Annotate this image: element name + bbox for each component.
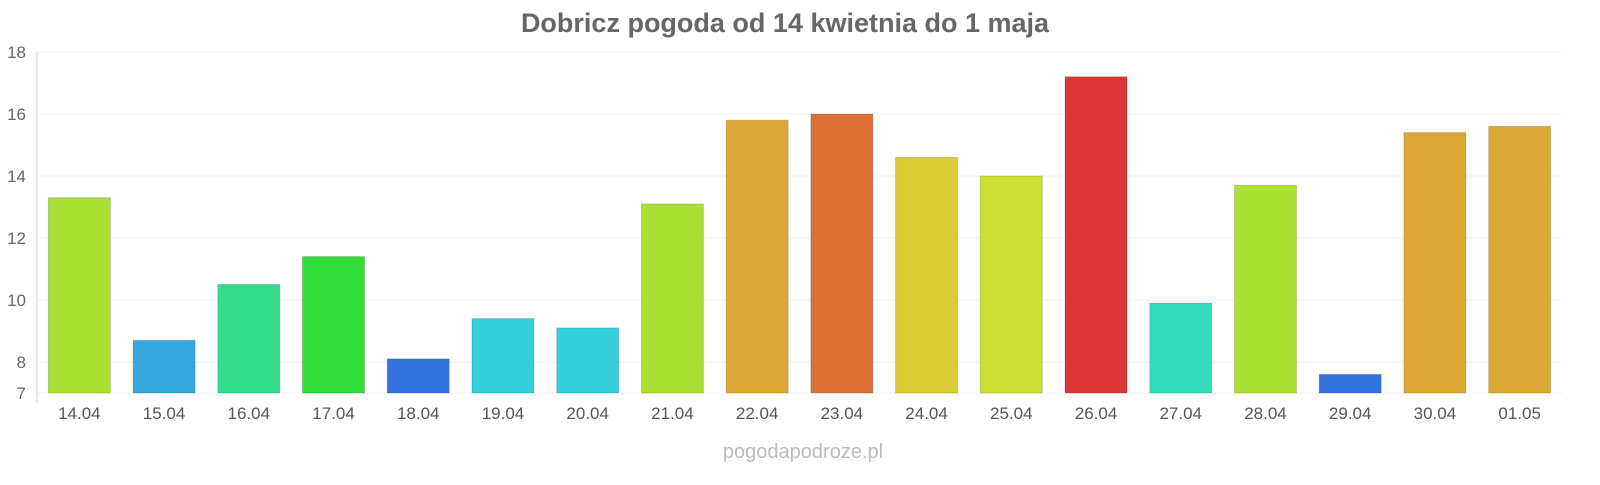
- x-tick-label: 25.04: [990, 404, 1033, 423]
- watermark: pogodapodroze.pl: [723, 441, 883, 463]
- bar-15.04: [132, 339, 196, 394]
- y-tick-label: 8: [17, 353, 26, 372]
- bar-30.04: [1403, 132, 1467, 394]
- bar-28.04: [1233, 184, 1297, 394]
- bar-24.04: [895, 156, 959, 394]
- y-tick-label: 7: [17, 384, 26, 403]
- bar-17.04: [302, 256, 366, 394]
- x-tick-label: 21.04: [651, 404, 694, 423]
- y-tick-label: 14: [7, 167, 26, 186]
- x-tick-label: 22.04: [736, 404, 779, 423]
- chart-title: Dobricz pogoda od 14 kwietnia do 1 maja: [521, 8, 1050, 38]
- x-tick-label: 16.04: [228, 404, 271, 423]
- bar-29.04: [1318, 373, 1382, 394]
- y-tick-label: 12: [7, 229, 26, 248]
- x-tick-label: 18.04: [397, 404, 440, 423]
- x-tick-label: 20.04: [566, 404, 609, 423]
- bar-21.04: [640, 203, 704, 394]
- bar-27.04: [1149, 302, 1213, 394]
- bar-19.04: [471, 318, 535, 394]
- x-tick-label: 01.05: [1498, 404, 1541, 423]
- x-tick-label: 26.04: [1075, 404, 1118, 423]
- x-tick-label: 17.04: [312, 404, 355, 423]
- x-tick-label: 29.04: [1329, 404, 1372, 423]
- x-tick-label: 15.04: [143, 404, 186, 423]
- x-tick-label: 27.04: [1159, 404, 1202, 423]
- x-tick-label: 19.04: [482, 404, 525, 423]
- bar-14.04: [47, 197, 111, 394]
- bar-16.04: [217, 284, 281, 394]
- x-tick-label: 24.04: [905, 404, 948, 423]
- y-tick-label: 18: [7, 43, 26, 62]
- bar-25.04: [979, 175, 1043, 394]
- x-tick-label: 28.04: [1244, 404, 1287, 423]
- x-tick-label: 23.04: [821, 404, 864, 423]
- bar-18.04: [386, 358, 450, 394]
- x-tick-label: 14.04: [58, 404, 101, 423]
- bar-26.04: [1064, 76, 1128, 394]
- y-tick-label: 16: [7, 105, 26, 124]
- bar-23.04: [810, 113, 874, 394]
- y-tick-label: 10: [7, 291, 26, 310]
- bar-20.04: [556, 327, 620, 394]
- bar-22.04: [725, 119, 789, 394]
- x-tick-label: 30.04: [1414, 404, 1457, 423]
- bar-01.05: [1488, 125, 1552, 394]
